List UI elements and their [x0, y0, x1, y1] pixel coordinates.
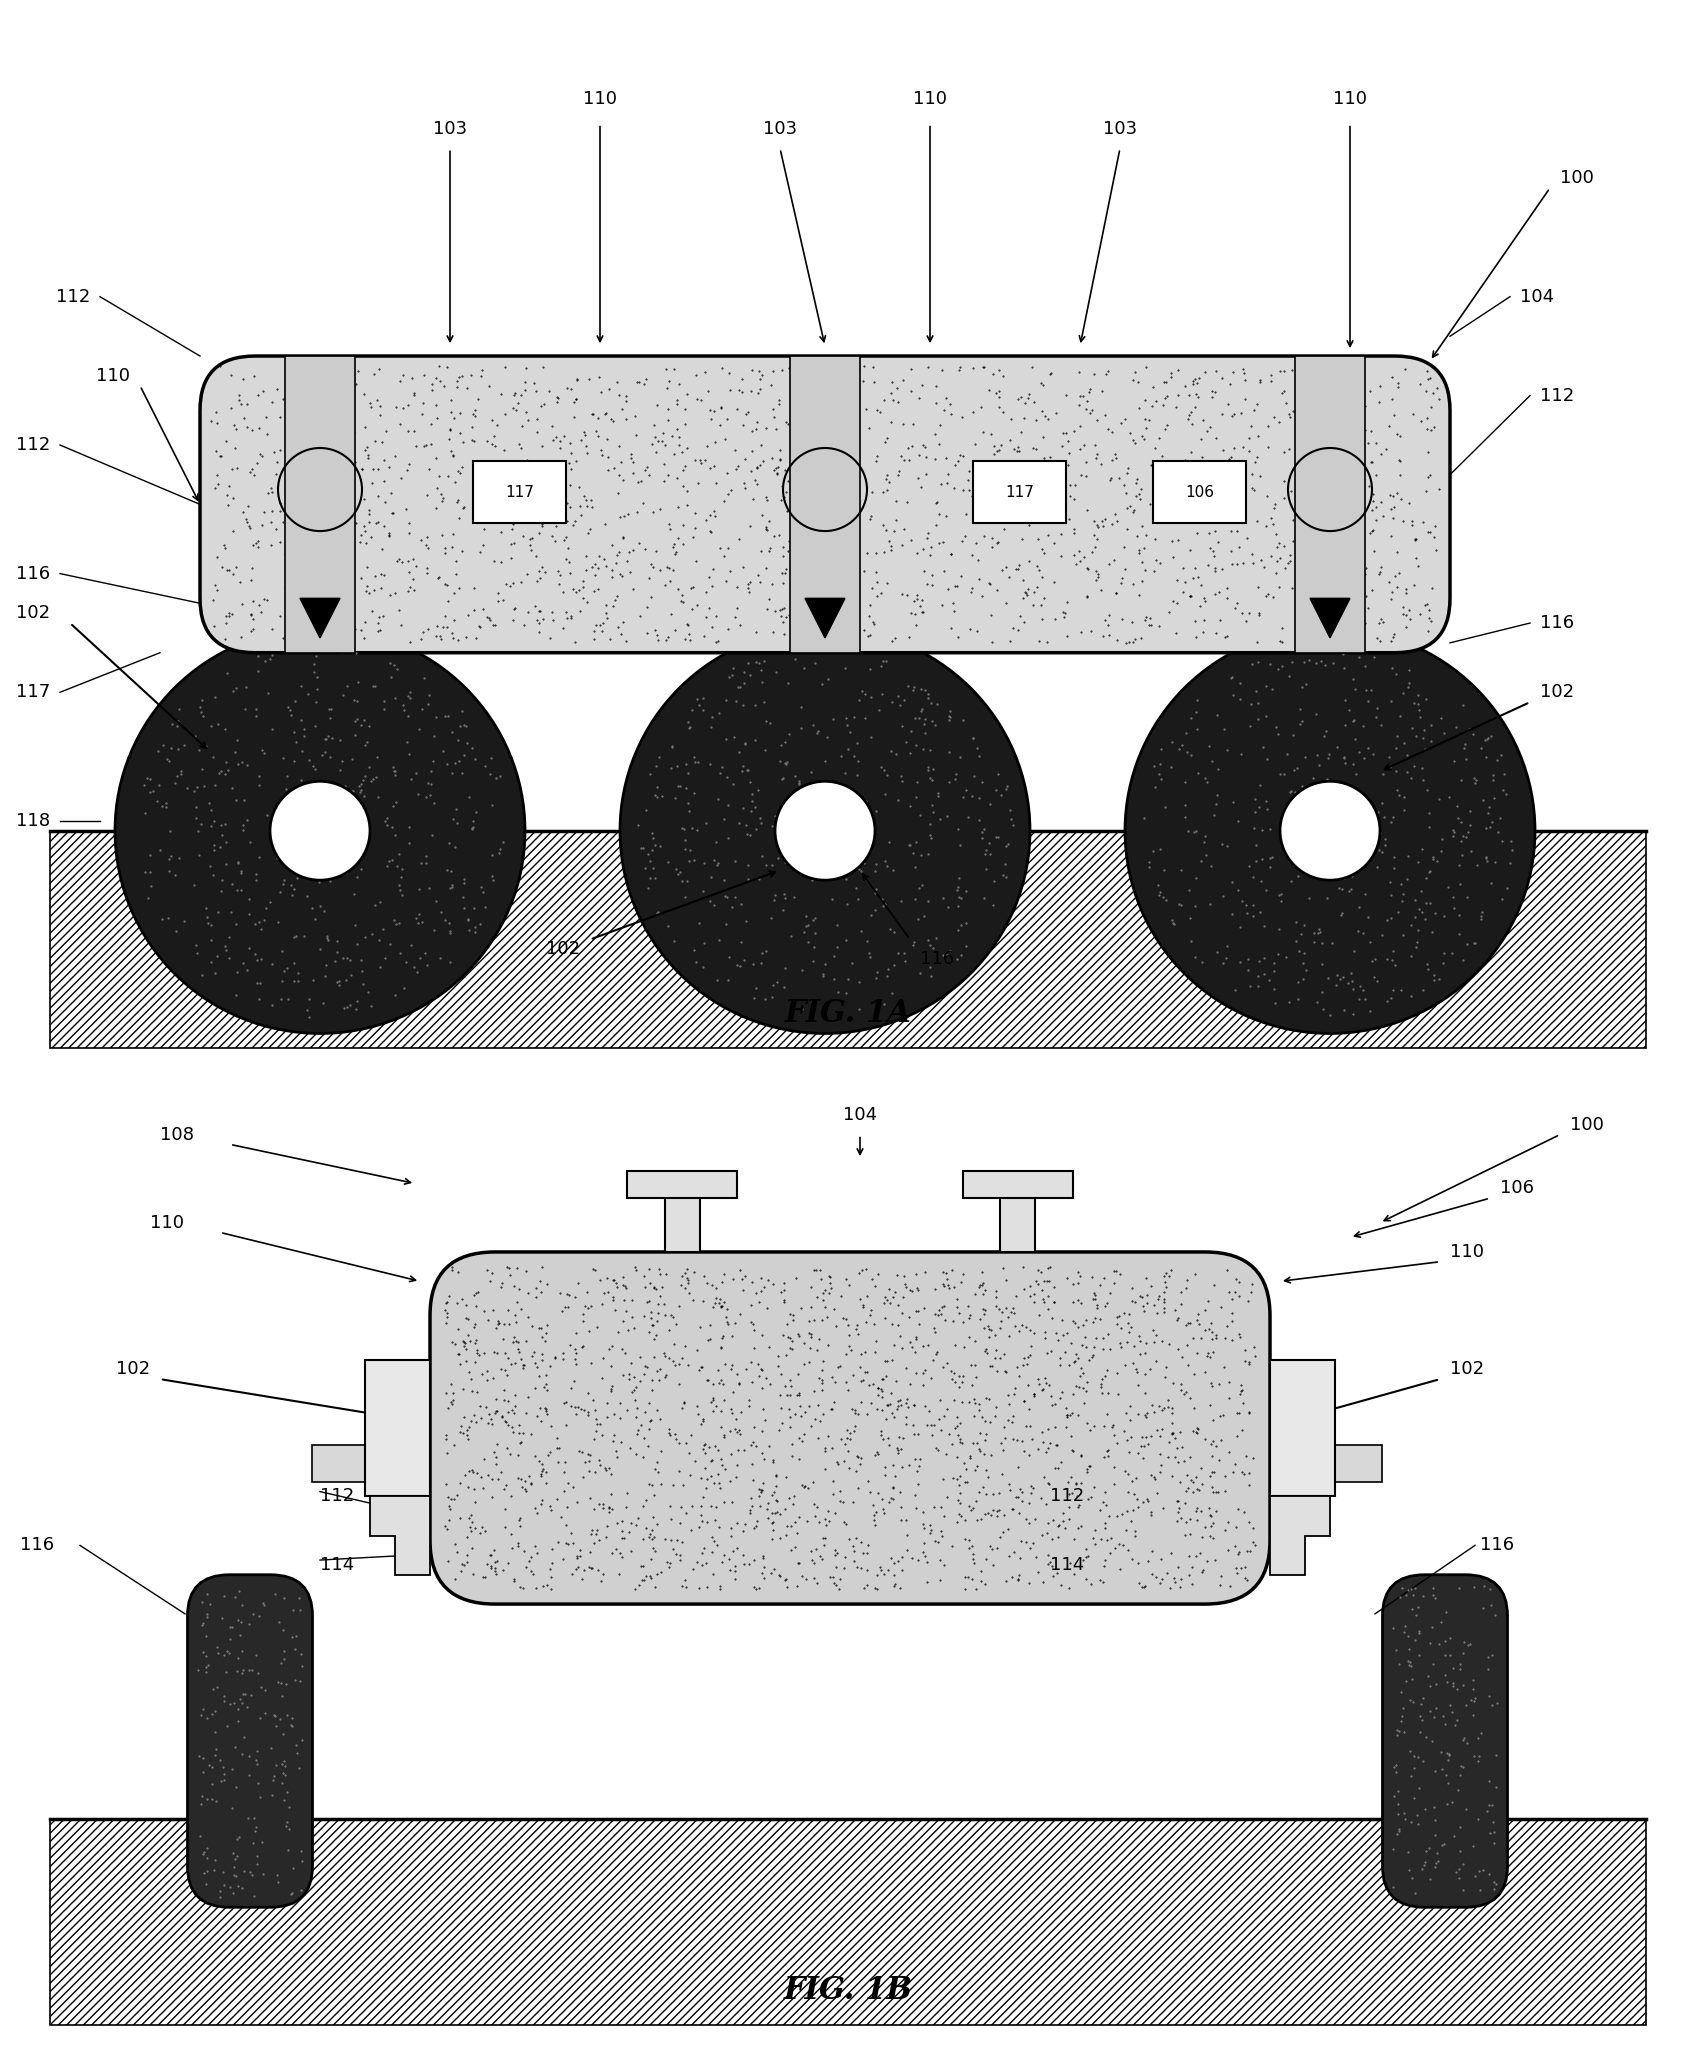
Polygon shape	[806, 598, 845, 639]
Text: 102: 102	[1450, 1360, 1484, 1378]
Text: 114: 114	[321, 1557, 354, 1573]
FancyBboxPatch shape	[431, 1253, 1270, 1604]
Bar	[49, 830, 1647, 1048]
Text: 110: 110	[912, 90, 946, 109]
Polygon shape	[1270, 1497, 1330, 1575]
Bar	[1270, 1360, 1335, 1497]
Text: 110: 110	[149, 1214, 183, 1232]
Text: 116: 116	[15, 565, 49, 583]
Bar	[1296, 355, 1365, 653]
Bar	[365, 1360, 431, 1497]
Polygon shape	[1309, 598, 1350, 639]
Bar	[285, 355, 354, 653]
Circle shape	[1280, 781, 1381, 881]
FancyBboxPatch shape	[200, 355, 1450, 653]
Text: 116: 116	[20, 1536, 54, 1555]
FancyBboxPatch shape	[1153, 460, 1247, 524]
Text: 110: 110	[1333, 90, 1367, 109]
Text: 114: 114	[1050, 1557, 1084, 1573]
Text: FIG. 1A: FIG. 1A	[785, 998, 911, 1029]
Bar	[963, 1171, 1074, 1197]
Text: 108: 108	[159, 1126, 193, 1144]
Bar	[312, 1444, 365, 1481]
Text: 102: 102	[546, 941, 580, 959]
Bar	[628, 1171, 738, 1197]
Text: 112: 112	[56, 288, 90, 306]
Polygon shape	[300, 598, 339, 639]
Text: 103: 103	[763, 119, 797, 138]
Bar	[665, 1189, 699, 1253]
FancyBboxPatch shape	[1382, 1575, 1508, 1908]
Text: 104: 104	[1520, 288, 1554, 306]
Text: 102: 102	[115, 1360, 149, 1378]
Text: 116: 116	[919, 951, 955, 967]
FancyBboxPatch shape	[473, 460, 566, 524]
FancyBboxPatch shape	[188, 1575, 312, 1908]
Text: 117: 117	[505, 485, 534, 499]
Text: 116: 116	[1481, 1536, 1515, 1555]
Text: 103: 103	[1102, 119, 1136, 138]
Text: 100: 100	[1570, 1115, 1604, 1134]
Bar	[790, 355, 860, 653]
Text: 100: 100	[1560, 168, 1594, 187]
Bar	[49, 1820, 1647, 2025]
Bar	[1335, 1444, 1382, 1481]
Text: 112: 112	[1050, 1487, 1084, 1506]
Text: 106: 106	[1499, 1179, 1533, 1197]
Circle shape	[1124, 629, 1535, 1033]
Text: 116: 116	[1540, 614, 1574, 633]
Text: 117: 117	[15, 684, 49, 700]
Text: 103: 103	[432, 119, 466, 138]
Text: 112: 112	[1540, 386, 1574, 405]
Circle shape	[775, 781, 875, 881]
Polygon shape	[370, 1497, 431, 1575]
Text: 110: 110	[97, 368, 131, 384]
Text: 112: 112	[321, 1487, 354, 1506]
Text: 102: 102	[1540, 684, 1574, 700]
Text: 117: 117	[1006, 485, 1035, 499]
Text: 104: 104	[843, 1105, 877, 1124]
Circle shape	[115, 629, 526, 1033]
Text: 118: 118	[15, 811, 49, 830]
Text: 110: 110	[583, 90, 617, 109]
Text: 106: 106	[1186, 485, 1214, 499]
Text: 112: 112	[15, 435, 49, 454]
Text: FIG. 1B: FIG. 1B	[784, 1976, 912, 2007]
Text: 102: 102	[15, 604, 49, 622]
Text: 110: 110	[1450, 1243, 1484, 1261]
Circle shape	[621, 629, 1029, 1033]
Bar	[1001, 1189, 1036, 1253]
Circle shape	[270, 781, 370, 881]
FancyBboxPatch shape	[974, 460, 1067, 524]
